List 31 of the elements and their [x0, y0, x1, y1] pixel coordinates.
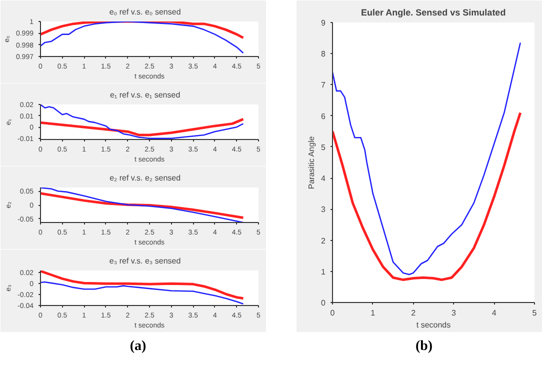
x-tick-label: 2	[411, 308, 416, 318]
x-tick-label: 5	[532, 308, 538, 318]
line-series	[332, 111, 522, 282]
y-tick-label: 2	[321, 236, 326, 246]
line-series	[332, 42, 522, 276]
chart-title: e₁ ref v.s. e₁ sensed	[110, 90, 180, 100]
chart-title: e₀ ref v.s. e₀ sensed	[109, 8, 181, 16]
y-tick-label: 1	[321, 267, 326, 276]
y-tick-label: 3	[321, 205, 326, 214]
x-tick-label: 3	[451, 308, 456, 318]
y-tick-label: 7	[321, 80, 326, 90]
line-series	[40, 22, 244, 54]
y-tick-label: 4	[321, 174, 326, 184]
y-tick-label: 6	[321, 112, 326, 121]
text: (b)	[415, 338, 433, 356]
line-series	[40, 118, 244, 136]
x-tick-label: 0	[330, 308, 336, 318]
x-tick-label: 4	[492, 308, 497, 318]
y-tick-label: 0	[321, 298, 326, 308]
y-axis-title: Parasitic Angle	[307, 136, 316, 190]
x-tick-label: 1	[370, 308, 376, 318]
chart-title: Euler Angle. Sensed vs Simulated	[360, 8, 506, 18]
x-axis-title: t seconds	[416, 320, 451, 330]
y-tick-label: 9	[321, 18, 326, 28]
y-tick-label: 8	[321, 50, 326, 59]
line-series	[40, 104, 244, 140]
chart-title: e₂ ref v.s. e₂ sensed	[110, 174, 181, 182]
line-series	[40, 281, 244, 305]
chart-title: e₃ ref v.s. e₃ sensed	[109, 256, 181, 266]
line-series	[40, 270, 244, 300]
text: (a)	[130, 338, 146, 356]
